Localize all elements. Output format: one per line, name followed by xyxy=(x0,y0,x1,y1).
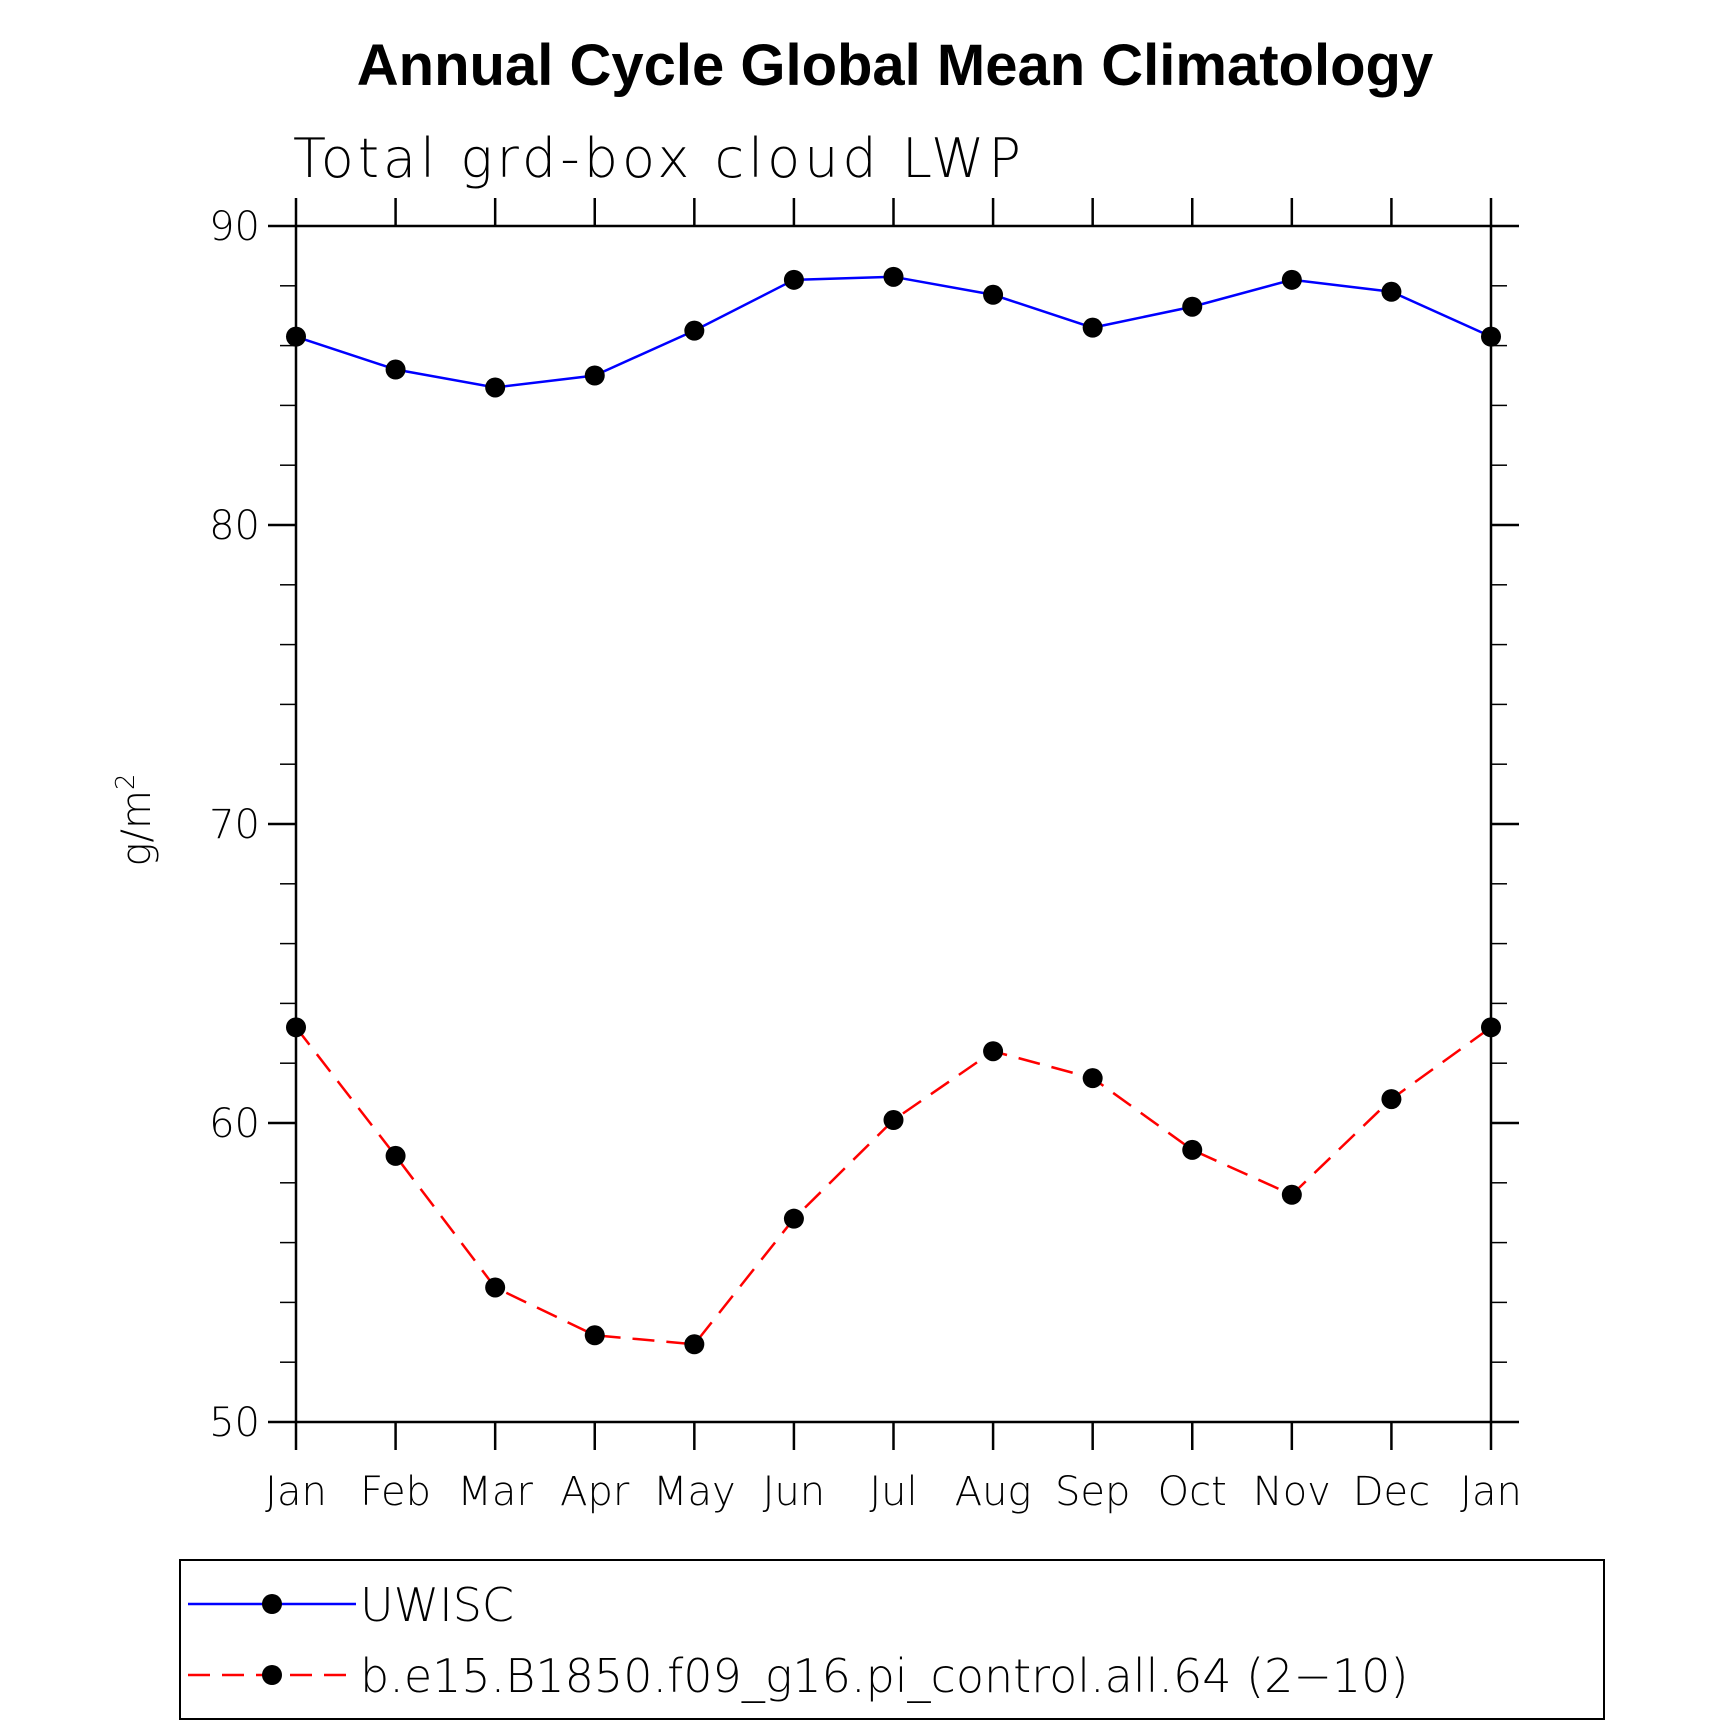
axes xyxy=(268,198,1519,1450)
x-tick-label: May xyxy=(653,1469,736,1515)
x-tick-label: Jul xyxy=(869,1469,917,1515)
data-point xyxy=(1281,1184,1302,1205)
data-point xyxy=(684,1334,705,1355)
y-axis-label-superscript: 2 xyxy=(111,774,141,791)
data-point xyxy=(485,377,506,398)
data-point xyxy=(1182,296,1203,317)
data-point xyxy=(1381,281,1402,302)
x-tick-label: Oct xyxy=(1158,1469,1227,1515)
data-point xyxy=(1182,1139,1203,1160)
x-tick-label: Mar xyxy=(457,1469,533,1515)
x-tick-labels: Jan Feb Mar Apr May Jun Jul Aug Sep Oct Nov Dec Jan xyxy=(265,1469,1522,1515)
data-point xyxy=(783,1208,804,1229)
data-point xyxy=(1281,269,1302,290)
data-point xyxy=(1381,1089,1402,1110)
y-tick-label: 90 xyxy=(209,204,260,250)
legend-label-model: b.e15.B1850.f09_g16.pi_control.all.64 (2… xyxy=(360,1649,1408,1703)
y-axis-label-base: g/m xyxy=(114,790,160,866)
series-line-1 xyxy=(295,1026,1492,1346)
y-axis-label: g/m2 xyxy=(111,774,160,867)
data-point xyxy=(485,1277,506,1298)
data-point xyxy=(584,1325,605,1346)
y-tick-label: 60 xyxy=(209,1101,260,1147)
series-group xyxy=(286,266,1501,1355)
x-tick-label: Jan xyxy=(1460,1469,1522,1515)
x-tick-label: Feb xyxy=(360,1469,431,1515)
x-tick-label: Jan xyxy=(265,1469,327,1515)
data-point xyxy=(286,326,306,347)
y-tick-label: 70 xyxy=(209,802,260,848)
y-tick-label: 50 xyxy=(209,1400,260,1446)
y-tick-label: 80 xyxy=(209,503,260,549)
data-point xyxy=(983,284,1004,305)
data-point xyxy=(286,1017,306,1038)
legend-marker-uwisc xyxy=(262,1594,282,1614)
x-tick-label: Apr xyxy=(560,1469,630,1515)
x-tick-label: Nov xyxy=(1253,1469,1331,1515)
legend: UWISC b.e15.B1850.f09_g16.pi_control.all… xyxy=(179,1559,1605,1720)
y-tick-labels: 50 60 70 80 90 xyxy=(209,204,260,1446)
x-tick-label: Aug xyxy=(955,1469,1032,1515)
x-tick-label: Sep xyxy=(1055,1469,1130,1515)
data-point xyxy=(385,1145,406,1166)
data-point xyxy=(883,266,904,287)
data-point xyxy=(1481,326,1501,347)
data-point xyxy=(684,320,705,341)
data-point xyxy=(385,359,406,380)
plot-frame xyxy=(294,224,1493,1424)
series-line-0 xyxy=(295,275,1492,389)
x-tick-label: Dec xyxy=(1353,1469,1430,1515)
legend-marker-model xyxy=(262,1665,282,1685)
data-point xyxy=(1481,1017,1501,1038)
data-point xyxy=(883,1110,904,1131)
data-point xyxy=(584,365,605,386)
chart-title: Annual Cycle Global Mean Climatology xyxy=(357,33,1433,98)
data-point xyxy=(1082,1068,1103,1089)
data-point xyxy=(1082,317,1103,338)
x-tick-label: Jun xyxy=(763,1469,826,1515)
legend-label-uwisc: UWISC xyxy=(360,1578,514,1632)
legend-box xyxy=(179,1559,1605,1720)
data-point xyxy=(983,1041,1004,1062)
chart-subtitle: Total grd-box cloud LWP xyxy=(293,127,1025,190)
data-point xyxy=(783,269,804,290)
